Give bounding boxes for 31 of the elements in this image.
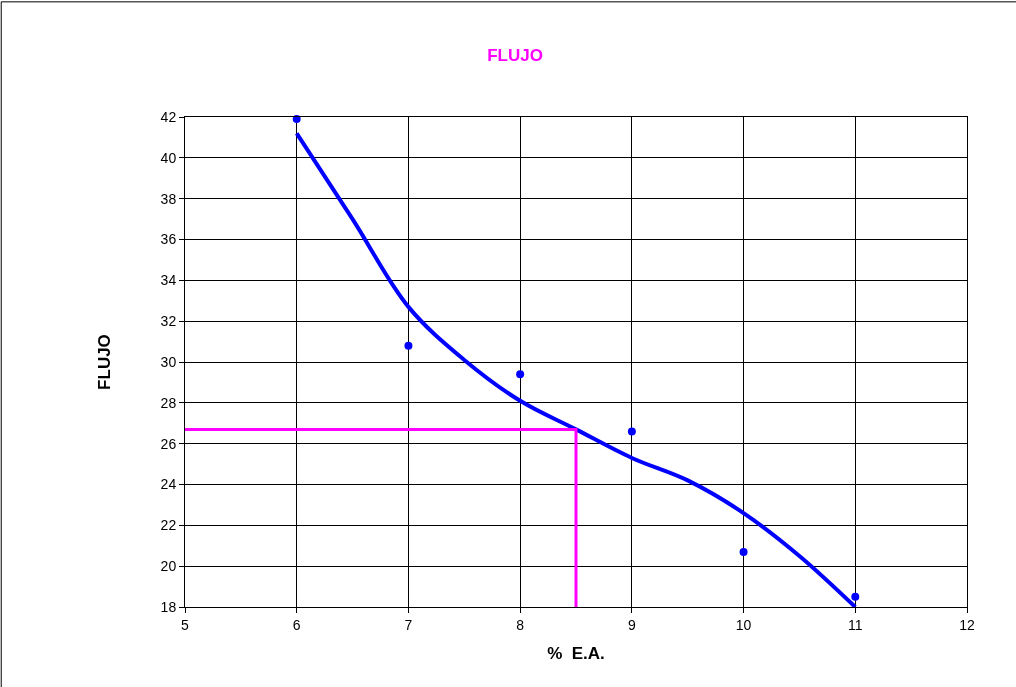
point <box>627 427 636 436</box>
point <box>516 370 525 379</box>
y-tick-label: 28 <box>160 394 177 411</box>
y-tick-label: 36 <box>160 231 177 248</box>
y-axis-title: FLUJO <box>95 334 115 390</box>
y-tick-label: 18 <box>160 598 177 615</box>
y-tick-label: 20 <box>160 558 177 575</box>
point <box>292 115 301 124</box>
point <box>739 547 748 556</box>
y-tick-label: 30 <box>160 353 177 370</box>
x-tick-label: 11 <box>848 616 863 633</box>
y-tick-label: 40 <box>160 149 177 166</box>
x-tick-label: 9 <box>627 616 636 633</box>
x-tick-label: 7 <box>404 616 413 633</box>
chart-title: FLUJO <box>487 45 543 65</box>
x-tick-label: 12 <box>959 616 975 633</box>
y-tick-label: 24 <box>160 476 177 493</box>
x-tick-label: 10 <box>735 616 752 633</box>
y-tick-label: 22 <box>160 517 177 534</box>
x-axis-title: % E.A. <box>547 644 605 664</box>
y-tick-label: 38 <box>160 190 177 207</box>
y-tick-label: 32 <box>160 313 177 330</box>
point <box>404 341 413 350</box>
y-tick-label: 34 <box>160 272 177 289</box>
x-tick-label: 8 <box>516 616 525 633</box>
y-tick-label: 42 <box>160 108 177 125</box>
line-series <box>294 131 858 607</box>
x-tick-label: 5 <box>181 616 190 633</box>
point <box>851 592 860 601</box>
y-tick-label: 26 <box>160 435 177 452</box>
x-tick-label: 6 <box>292 616 301 633</box>
